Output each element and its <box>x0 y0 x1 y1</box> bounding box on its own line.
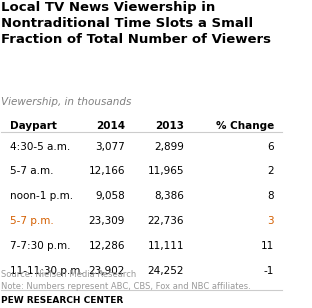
Text: 5-7 p.m.: 5-7 p.m. <box>10 216 54 226</box>
Text: 24,252: 24,252 <box>148 266 184 276</box>
Text: 23,902: 23,902 <box>89 266 125 276</box>
Text: 8,386: 8,386 <box>154 191 184 201</box>
Text: 3: 3 <box>267 216 274 226</box>
Text: 4:30-5 a.m.: 4:30-5 a.m. <box>10 142 70 152</box>
Text: Source: Nielsen Media Research
Note: Numbers represent ABC, CBS, Fox and NBC aff: Source: Nielsen Media Research Note: Num… <box>1 270 251 291</box>
Text: Daypart: Daypart <box>10 121 57 131</box>
Text: 8: 8 <box>267 191 274 201</box>
Text: 7-7:30 p.m.: 7-7:30 p.m. <box>10 241 70 251</box>
Text: 11,111: 11,111 <box>148 241 184 251</box>
Text: noon-1 p.m.: noon-1 p.m. <box>10 191 73 201</box>
Text: 2013: 2013 <box>155 121 184 131</box>
Text: Viewership, in thousands: Viewership, in thousands <box>1 97 132 107</box>
Text: 22,736: 22,736 <box>148 216 184 226</box>
Text: 11,965: 11,965 <box>148 166 184 176</box>
Text: 2: 2 <box>267 166 274 176</box>
Text: 23,309: 23,309 <box>89 216 125 226</box>
Text: PEW RESEARCH CENTER: PEW RESEARCH CENTER <box>1 296 124 305</box>
Text: 2014: 2014 <box>96 121 125 131</box>
Text: 11-11:30 p.m.: 11-11:30 p.m. <box>10 266 84 276</box>
Text: 2,899: 2,899 <box>154 142 184 152</box>
Text: 3,077: 3,077 <box>95 142 125 152</box>
Text: 12,286: 12,286 <box>89 241 125 251</box>
Text: Local TV News Viewership in
Nontraditional Time Slots a Small
Fraction of Total : Local TV News Viewership in Nontradition… <box>1 2 271 47</box>
Text: 9,058: 9,058 <box>95 191 125 201</box>
Text: 11: 11 <box>261 241 274 251</box>
Text: 6: 6 <box>267 142 274 152</box>
Text: 12,166: 12,166 <box>89 166 125 176</box>
Text: % Change: % Change <box>216 121 274 131</box>
Text: 5-7 a.m.: 5-7 a.m. <box>10 166 53 176</box>
Text: -1: -1 <box>264 266 274 276</box>
